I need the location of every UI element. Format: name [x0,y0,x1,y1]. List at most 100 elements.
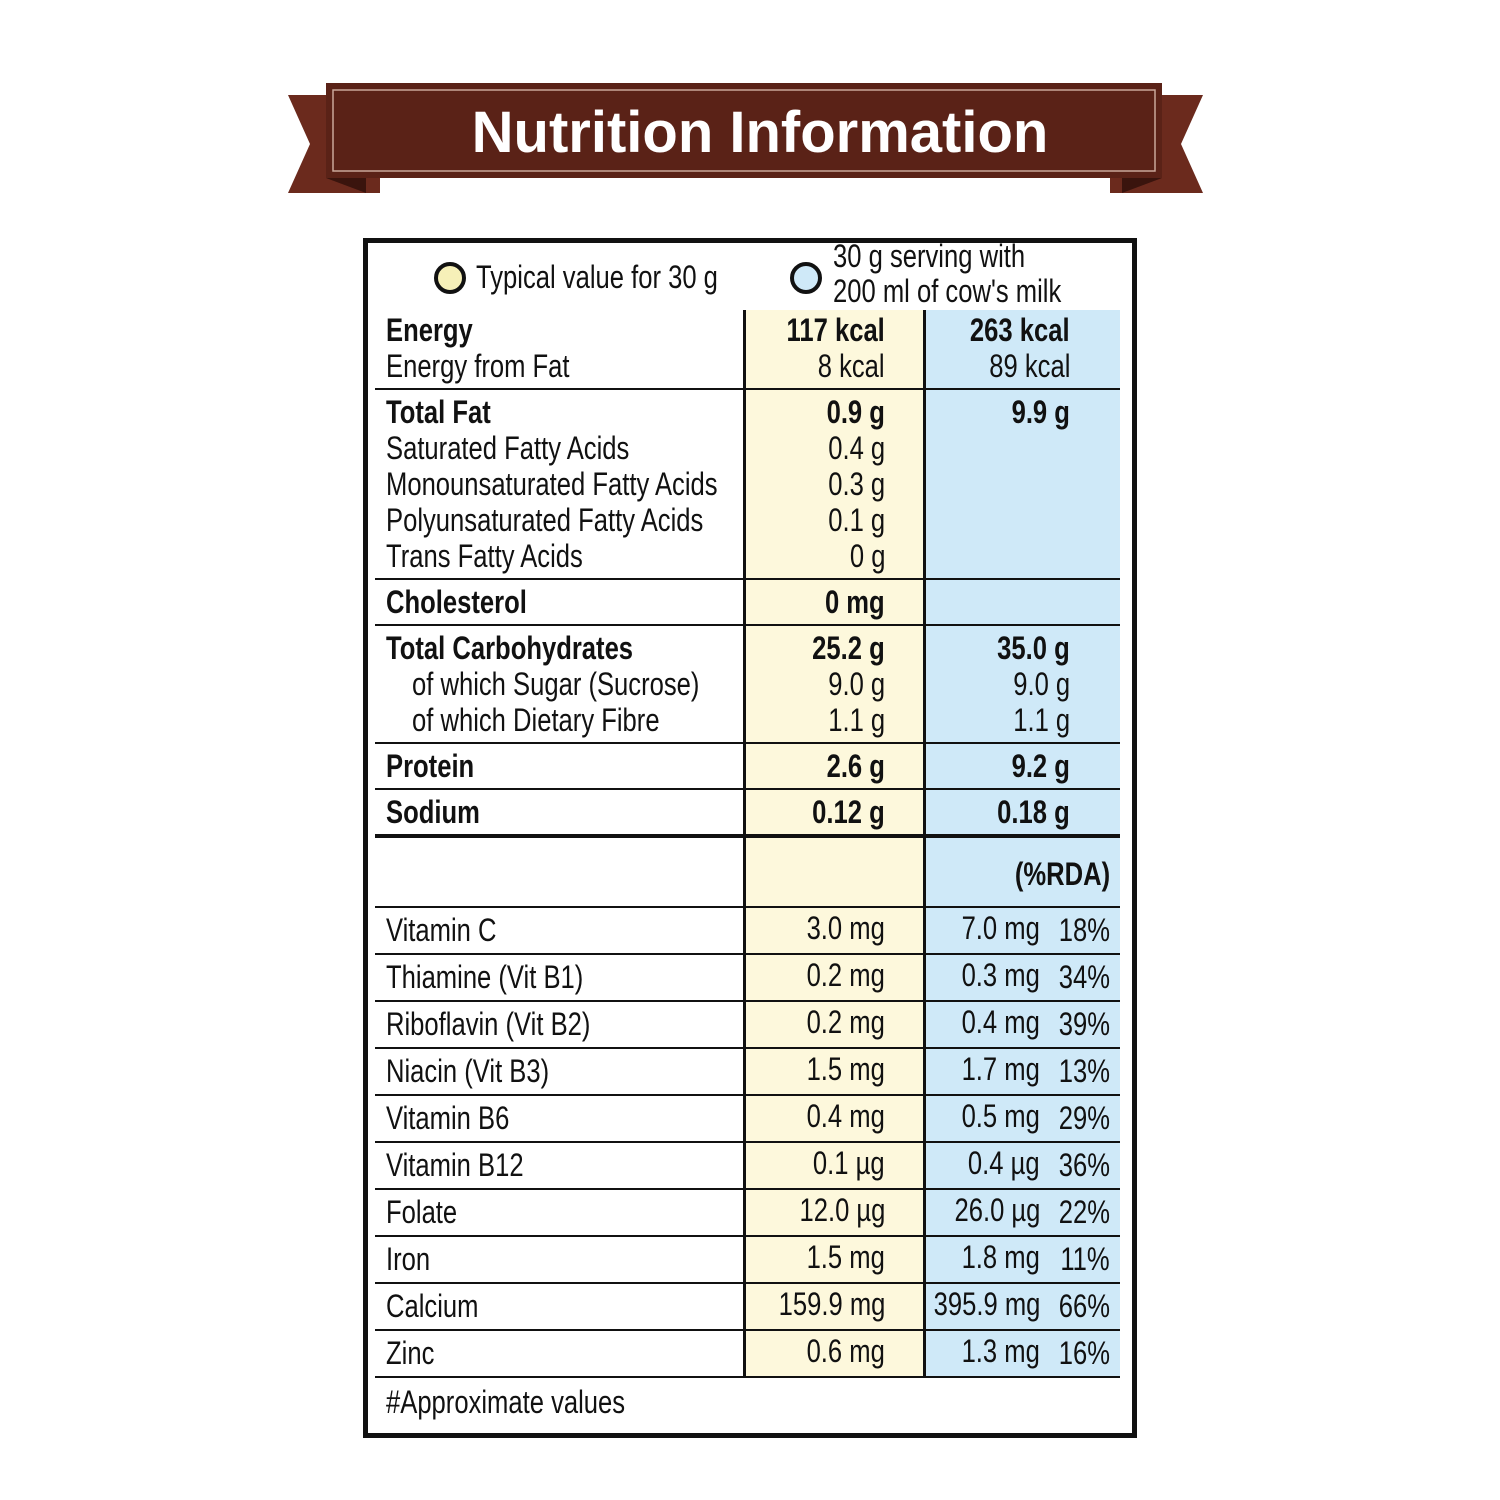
divider [923,310,926,1378]
row-label: Total Fat [386,394,491,430]
row-label: Sodium [386,794,480,830]
rule [375,1094,1120,1096]
value-30g: 25.2 g [812,630,885,666]
row-label: Protein [386,748,475,784]
value-rda: 11% [1060,1241,1110,1277]
value-30g: 0 mg [825,584,885,620]
rule [375,1141,1120,1143]
row-label: Calcium [386,1288,479,1324]
value-milk: 35.0 g [997,630,1070,666]
row-label: Vitamin B6 [386,1100,510,1136]
value-rda: 36% [1058,1147,1110,1183]
legend-per-30g: Typical value for 30 g [476,259,718,295]
value-rda: 66% [1058,1288,1110,1324]
rule [375,906,1120,908]
value-30g: 12.0 µg [799,1192,885,1228]
legend-with-milk: 30 g serving with [833,238,1026,274]
row-label: Energy from Fat [386,348,570,384]
value-rda: 39% [1058,1006,1110,1042]
value-30g: 0.1 g [828,502,885,538]
rule [375,788,1120,790]
value-30g: 0.2 mg [806,957,885,993]
row-label: Thiamine (Vit B1) [386,959,584,995]
row-label: Vitamin C [386,912,497,948]
rule [375,1235,1120,1237]
title: Nutrition Information [472,100,1049,165]
value-milk: 0.18 g [997,794,1070,830]
value-30g: 0.9 g [826,394,885,430]
row-label: Folate [386,1194,458,1230]
column-bg [745,310,925,1378]
rule [375,1188,1120,1190]
value-rda: 34% [1058,959,1110,995]
value-rda: 22% [1058,1194,1110,1230]
value-milk: 9.0 g [1013,666,1070,702]
value-30g: 117 kcal [786,312,885,348]
value-30g: 1.1 g [828,702,885,738]
rule [375,1047,1120,1049]
value-milk: 0.5 mg [961,1098,1040,1134]
value-milk: 1.7 mg [961,1051,1040,1087]
row-label: Saturated Fatty Acids [386,430,630,466]
column-bg [925,310,1120,1378]
value-30g: 3.0 mg [806,910,885,946]
divider [743,310,746,1378]
value-milk: 1.3 mg [961,1333,1040,1369]
value-milk: 395.9 mg [933,1286,1040,1322]
footer: #Approximate values [386,1384,626,1420]
row-label: Iron [386,1241,431,1277]
rule [375,578,1120,580]
value-30g: 0.4 mg [806,1098,885,1134]
value-rda: 18% [1058,912,1110,948]
legend-with-milk: 200 ml of cow's milk [833,273,1062,309]
value-milk: 7.0 mg [961,910,1040,946]
table-box [363,238,1137,1438]
row-label: of which Sugar (Sucrose) [412,666,700,702]
rule [375,1329,1120,1331]
value-milk: 26.0 µg [954,1192,1040,1228]
value-30g: 2.6 g [826,748,885,784]
row-label: Zinc [386,1335,435,1371]
value-30g: 0 g [849,538,885,574]
value-30g: 0.1 µg [813,1145,885,1181]
row-label: Total Carbohydrates [386,630,634,666]
value-30g: 1.5 mg [806,1051,885,1087]
legend-icons [434,262,822,294]
value-milk: 0.4 µg [968,1145,1040,1181]
value-30g: 0.3 g [828,466,885,502]
value-30g: 0.2 mg [806,1004,885,1040]
value-milk: 263 kcal [970,312,1070,348]
rule [375,624,1120,626]
value-30g: 0.12 g [812,794,885,830]
value-rda: 29% [1058,1100,1110,1136]
rule [375,834,1120,838]
rule [375,953,1120,955]
banner: Nutrition Information [288,83,1203,193]
row-label: Vitamin B12 [386,1147,524,1183]
rule [375,742,1120,744]
row-label: Polyunsaturated Fatty Acids [386,502,704,538]
rule [375,1000,1120,1002]
row-label: Riboflavin (Vit B2) [386,1006,591,1042]
row-label: Monounsaturated Fatty Acids [386,466,718,502]
value-milk: 89 kcal [988,348,1070,384]
value-rda: 16% [1058,1335,1110,1371]
value-milk: 1.1 g [1013,702,1070,738]
value-rda: 13% [1058,1053,1110,1089]
row-label: Trans Fatty Acids [386,538,583,574]
row-label: Energy [386,312,473,348]
value-30g: 8 kcal [818,348,885,384]
value-30g: 159.9 mg [778,1286,885,1322]
value-milk: 9.9 g [1011,394,1070,430]
rule [375,1376,1120,1378]
row-label: of which Dietary Fibre [412,702,660,738]
value-milk: 0.3 mg [961,957,1040,993]
rule [375,1282,1120,1284]
rule [375,388,1120,390]
value-milk: 1.8 mg [961,1239,1040,1275]
value-milk: 9.2 g [1011,748,1070,784]
row-label: Niacin (Vit B3) [386,1053,550,1089]
value-30g: 0.4 g [828,430,885,466]
value-30g: 0.6 mg [806,1333,885,1369]
